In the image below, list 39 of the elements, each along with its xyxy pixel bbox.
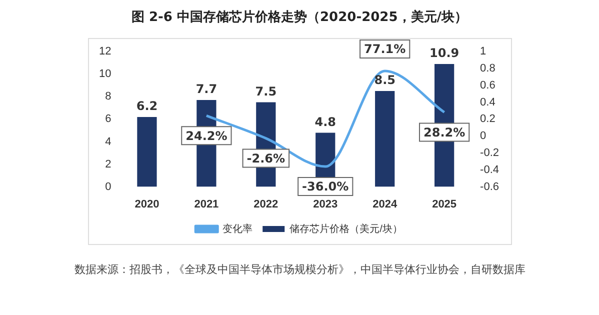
y-tick-label: 4 (105, 136, 112, 148)
source-note: 数据来源：招股书，《全球及中国半导体市场规模分析》，中国半导体行业协会，自研数据库 (74, 262, 526, 278)
y2-tick-label: 0.8 (480, 62, 496, 75)
x-tick-label: 2025 (432, 198, 457, 210)
y-tick-label: 10 (98, 68, 112, 80)
data-label: -2.6% (246, 151, 286, 166)
data-label: 8.5 (374, 73, 396, 88)
x-tick-label: 2020 (134, 198, 160, 210)
data-label: 4.8 (314, 114, 336, 129)
y-tick-label: 12 (98, 46, 112, 58)
y-tick-label: 8 (105, 90, 112, 103)
y2-tick-label: 0 (480, 130, 486, 142)
y-tick-label: 6 (105, 113, 112, 126)
data-label: -36.0% (302, 180, 349, 194)
y-tick-label: 0 (105, 180, 112, 193)
x-tick-label: 2024 (372, 198, 398, 210)
y-tick-label: 2 (105, 158, 112, 170)
y2-tick-label: 0.4 (480, 96, 496, 108)
y2-tick-label: -0.4 (480, 164, 500, 176)
data-label: 24.2% (186, 128, 228, 143)
x-tick-label: 2023 (313, 198, 338, 210)
data-label: 6.2 (136, 99, 158, 114)
y2-tick-label: 0.2 (480, 113, 496, 126)
y2-tick-label: 0.6 (480, 79, 496, 92)
legend-label: 储存芯片价格（美元/块） (290, 222, 402, 235)
x-tick-label: 2021 (194, 198, 219, 210)
y2-tick-label: -0.2 (480, 147, 500, 160)
bar (375, 91, 395, 187)
y2-tick-label: -0.6 (480, 180, 500, 193)
data-label: 7.5 (255, 84, 277, 98)
bar (137, 116, 157, 187)
chart-title: 图 2-6 中国存储芯片价格走势（2020-2025，美元/块） (130, 8, 469, 26)
legend-label: 变化率 (222, 222, 253, 235)
y2-tick-label: 1 (480, 46, 486, 58)
data-label: 77.1% (364, 42, 406, 56)
data-label: 28.2% (423, 125, 466, 140)
x-tick-label: 2022 (254, 198, 278, 210)
data-label: 7.7 (196, 82, 218, 96)
data-label: 10.9 (430, 46, 460, 60)
